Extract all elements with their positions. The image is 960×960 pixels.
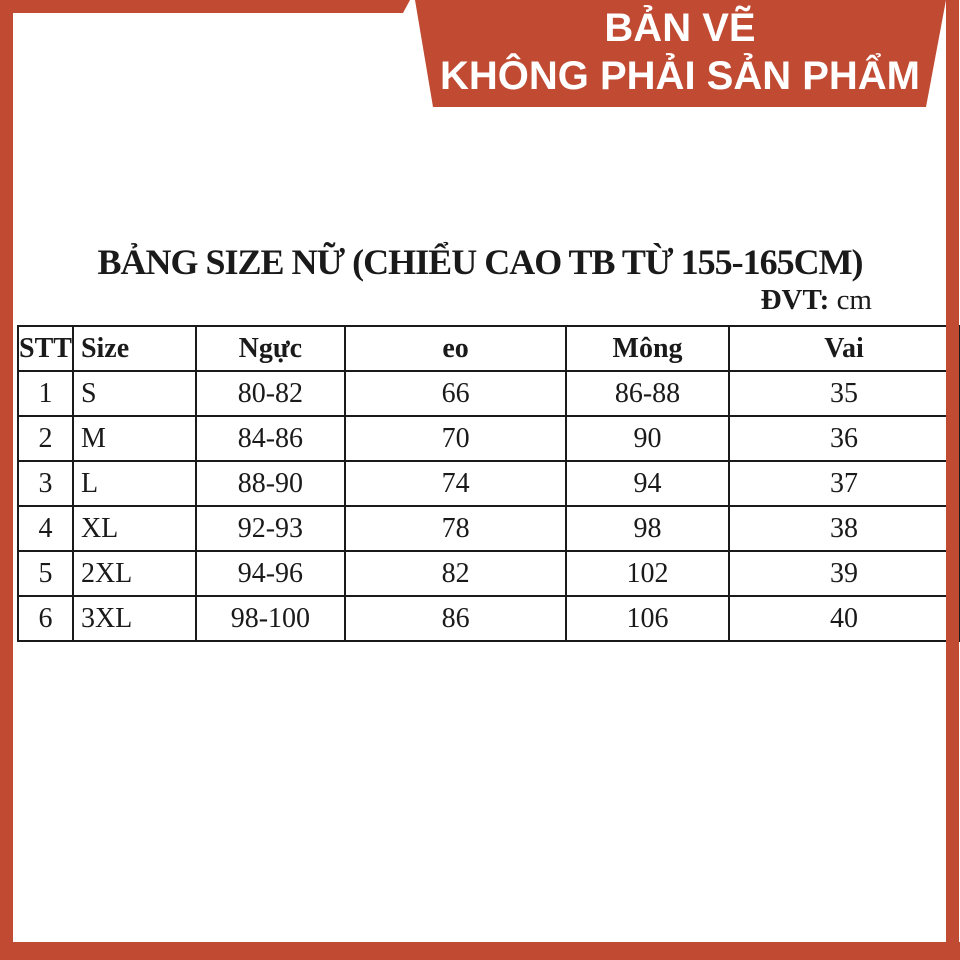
- table-cell: M: [71, 415, 197, 462]
- table-cell: S: [71, 370, 197, 417]
- table-cell: 78: [344, 505, 567, 552]
- table-header-row: STT Size Ngực eo Mông Vai: [17, 325, 960, 372]
- table-cell: 94-96: [194, 550, 347, 597]
- table-cell: L: [71, 460, 197, 507]
- table-cell: 82: [344, 550, 567, 597]
- table-cell: 80-82: [194, 370, 347, 417]
- column-header-nguc: Ngực: [194, 325, 347, 372]
- table-cell: 1: [17, 370, 74, 417]
- unit-note: ĐVT: cm: [761, 284, 872, 316]
- table-cell: 35: [728, 370, 960, 417]
- table-cell: 102: [564, 550, 731, 597]
- table-cell: 3XL: [71, 595, 197, 642]
- column-header-stt: STT: [17, 325, 74, 372]
- table-cell: 74: [344, 460, 567, 507]
- column-header-vai: Vai: [728, 325, 960, 372]
- table-row: 4 XL 92-93 78 98 38: [17, 505, 960, 552]
- size-chart-title: BẢNG SIZE NỮ (CHIỂU CAO TB TỪ 155-165CM): [97, 242, 863, 282]
- table-cell: 86-88: [564, 370, 731, 417]
- table-row: 1 S 80-82 66 86-88 35: [17, 370, 960, 417]
- table-cell: 66: [344, 370, 567, 417]
- table-cell: XL: [71, 505, 197, 552]
- table-cell: 3: [17, 460, 74, 507]
- table-cell: 90: [564, 415, 731, 462]
- size-table: STT Size Ngực eo Mông Vai 1 S 80-82 66 8…: [17, 325, 960, 642]
- frame-left-border: [0, 0, 13, 960]
- table-cell: 92-93: [194, 505, 347, 552]
- table-cell: 94: [564, 460, 731, 507]
- unit-note-value: cm: [836, 284, 872, 316]
- table-cell: 84-86: [194, 415, 347, 462]
- frame-bottom-border: [0, 942, 960, 960]
- table-cell: 6: [17, 595, 74, 642]
- unit-note-label: ĐVT:: [760, 284, 830, 316]
- table-cell: 86: [344, 595, 567, 642]
- banner-line2: KHÔNG PHẢI SẢN PHẨM: [439, 54, 921, 98]
- table-cell: 40: [728, 595, 960, 642]
- frame-top-border: [0, 0, 410, 13]
- table-cell: 36: [728, 415, 960, 462]
- warning-banner: BẢN VẼ KHÔNG PHẢI SẢN PHẨM: [430, 4, 930, 104]
- table-cell: 39: [728, 550, 960, 597]
- table-row: 6 3XL 98-100 86 106 40: [17, 595, 960, 642]
- table-cell: 37: [728, 460, 960, 507]
- table-cell: 98: [564, 505, 731, 552]
- column-header-mong: Mông: [564, 325, 731, 372]
- table-cell: 4: [17, 505, 74, 552]
- column-header-size: Size: [71, 325, 197, 372]
- table-cell: 5: [17, 550, 74, 597]
- table-cell: 38: [728, 505, 960, 552]
- column-header-eo: eo: [344, 325, 567, 372]
- table-row: 3 L 88-90 74 94 37: [17, 460, 960, 507]
- banner-line1: BẢN VẼ: [604, 6, 756, 50]
- table-cell: 88-90: [194, 460, 347, 507]
- table-cell: 98-100: [194, 595, 347, 642]
- table-row: 5 2XL 94-96 82 102 39: [17, 550, 960, 597]
- table-cell: 106: [564, 595, 731, 642]
- table-cell: 2XL: [71, 550, 197, 597]
- table-cell: 70: [344, 415, 567, 462]
- table-cell: 2: [17, 415, 74, 462]
- table-row: 2 M 84-86 70 90 36: [17, 415, 960, 462]
